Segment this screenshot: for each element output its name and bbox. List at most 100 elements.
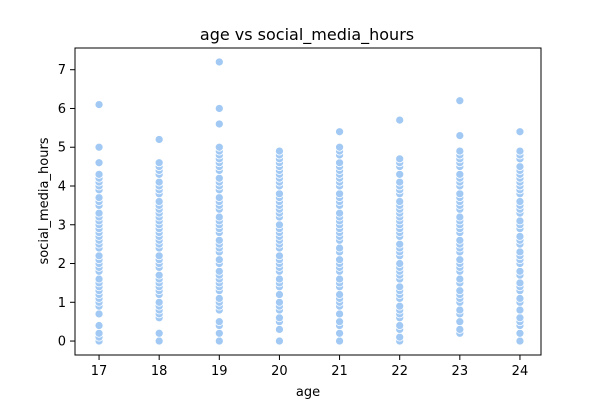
x-tick-label: 17 (91, 364, 108, 379)
data-point (455, 325, 465, 334)
data-point (214, 336, 224, 346)
data-point (515, 336, 525, 346)
data-point (455, 255, 465, 265)
data-point (214, 235, 224, 245)
data-point (94, 169, 104, 179)
data-point (395, 301, 405, 311)
data-point (395, 115, 405, 125)
data-point (275, 290, 284, 299)
data-point (94, 158, 104, 168)
x-tick-label: 18 (151, 364, 168, 379)
data-point (455, 146, 465, 156)
x-tick-label: 23 (452, 364, 469, 379)
data-point (455, 286, 465, 296)
data-point (154, 270, 164, 280)
data-point (455, 274, 465, 284)
y-axis-label: social_media_hours (37, 137, 52, 264)
data-point (335, 309, 344, 319)
data-point (275, 313, 284, 323)
data-point (455, 212, 465, 222)
data-point (335, 208, 344, 218)
y-tick-label: 5 (58, 141, 66, 156)
data-point (395, 177, 405, 187)
data-point (335, 158, 344, 168)
data-point (515, 216, 525, 226)
data-point (275, 189, 284, 199)
data-point (395, 259, 405, 268)
data-point (395, 332, 405, 342)
y-tick-label: 6 (58, 102, 66, 117)
data-point (515, 247, 525, 257)
data-point (455, 169, 465, 179)
data-point (455, 131, 465, 140)
data-point (275, 251, 284, 261)
data-point (94, 100, 104, 109)
data-point (335, 127, 344, 137)
data-point (455, 189, 465, 199)
y-axis: 0 1 2 3 4 5 6 7 (58, 63, 75, 350)
data-point (94, 309, 104, 319)
chart-title: age vs social_media_hours (200, 25, 414, 45)
data-point (214, 266, 224, 276)
data-point (335, 290, 344, 299)
y-tick-label: 7 (58, 63, 66, 78)
data-point (455, 96, 465, 106)
data-point (395, 282, 405, 292)
axes-frame (74, 47, 542, 356)
data-point (515, 232, 525, 241)
data-point (455, 235, 465, 245)
data-point (335, 255, 344, 265)
data-point (275, 325, 284, 334)
y-tick-label: 3 (58, 218, 66, 233)
data-point (395, 154, 405, 164)
data-point (275, 220, 284, 230)
plot-area (94, 57, 525, 346)
data-point (515, 305, 525, 315)
data-point (515, 127, 525, 137)
data-point (515, 278, 525, 288)
data-point (94, 251, 104, 261)
data-point (214, 57, 224, 67)
data-point (214, 294, 224, 303)
data-point (515, 328, 525, 338)
data-point (395, 197, 405, 206)
x-axis: 17 18 19 20 21 22 23 24 (91, 355, 528, 379)
data-point (335, 328, 344, 338)
data-point (154, 135, 164, 144)
data-point (515, 197, 525, 206)
data-point (214, 317, 224, 327)
data-point (94, 321, 104, 330)
x-axis-label: age (296, 385, 320, 400)
data-point (395, 239, 405, 249)
x-tick-label: 24 (512, 364, 529, 379)
data-point (335, 336, 344, 346)
data-point (154, 251, 164, 261)
data-point (154, 197, 164, 206)
data-point (515, 162, 525, 171)
x-tick-label: 21 (331, 364, 348, 379)
data-point (94, 193, 104, 202)
data-point (335, 142, 344, 152)
data-point (214, 193, 224, 202)
data-point (154, 328, 164, 338)
x-tick-label: 22 (391, 364, 408, 379)
data-point (515, 294, 525, 303)
data-point (275, 274, 284, 284)
data-point (214, 328, 224, 338)
data-point (94, 328, 104, 338)
data-point (395, 321, 405, 330)
data-point (214, 212, 224, 222)
data-point (214, 173, 224, 183)
data-point (214, 142, 224, 152)
data-point (515, 146, 525, 156)
x-tick-label: 20 (271, 364, 288, 379)
data-point (335, 317, 344, 327)
data-point (275, 336, 284, 346)
data-point (275, 297, 284, 307)
data-point (94, 142, 104, 152)
data-point (335, 189, 344, 199)
x-tick-label: 19 (211, 364, 228, 379)
data-point (335, 243, 344, 253)
